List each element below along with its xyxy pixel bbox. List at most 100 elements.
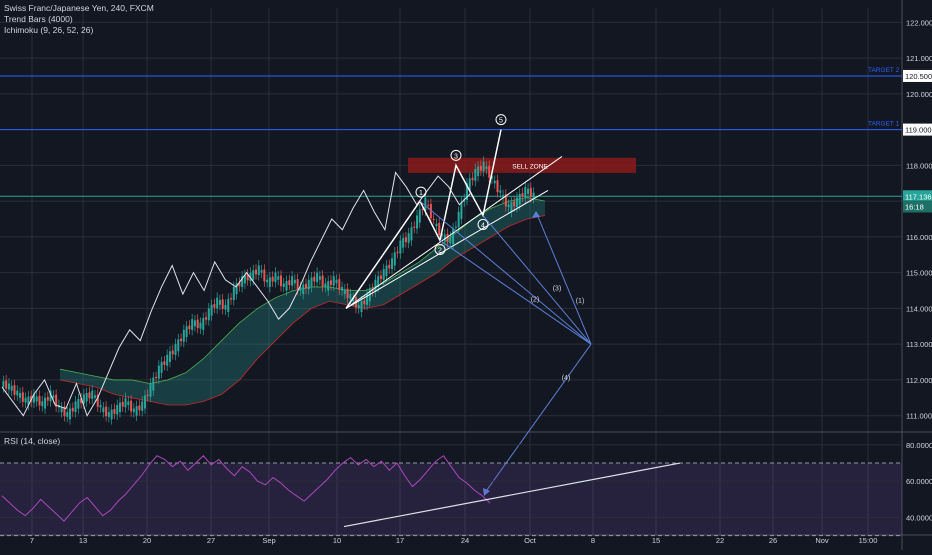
- projection-line: [482, 215, 592, 345]
- candle-body: [277, 276, 280, 280]
- candle-body: [60, 407, 63, 413]
- candle-body: [524, 186, 527, 198]
- candle-body: [407, 233, 410, 243]
- candle-body: [502, 195, 505, 198]
- x-tick-label: 20: [143, 536, 151, 545]
- price-flag-label: 119.000: [905, 126, 932, 135]
- arrow-head: [483, 488, 490, 496]
- x-tick-label: 27: [207, 536, 215, 545]
- candle-body: [124, 397, 127, 408]
- x-tick-label: 17: [396, 536, 404, 545]
- candle-body: [127, 401, 130, 405]
- trend-bars-label: Trend Bars (4000): [4, 14, 73, 24]
- candle-body: [207, 308, 210, 321]
- candle-body: [91, 390, 94, 400]
- x-tick-label: 13: [79, 536, 87, 545]
- candle-body: [13, 385, 16, 395]
- rsi-pane: [0, 444, 902, 537]
- candle-body: [382, 269, 385, 280]
- projection-line: [535, 211, 592, 345]
- candle-body: [16, 390, 19, 396]
- candle-body: [507, 204, 510, 208]
- candle-body: [88, 392, 91, 399]
- price-flag-label: 120.500: [905, 72, 932, 81]
- candle-body: [46, 397, 49, 401]
- candle-body: [149, 383, 152, 397]
- level-label: TARGET 1: [868, 121, 900, 128]
- candle-body: [107, 412, 110, 417]
- candle-body: [155, 376, 158, 379]
- candle-body: [191, 319, 194, 330]
- candle-body: [10, 385, 13, 391]
- wave-label-circle: [415, 186, 427, 198]
- sell-zone-box: [408, 157, 636, 173]
- sell-zone-layer: SELL ZONE: [408, 157, 636, 173]
- candle-body: [27, 396, 30, 405]
- candle-body: [166, 354, 169, 366]
- rsi-line: [1, 455, 491, 522]
- candle-body: [429, 203, 432, 219]
- candle-body: [482, 161, 485, 172]
- candle-body: [152, 377, 155, 391]
- white-line-layer: [1, 171, 471, 417]
- candle-body: [335, 279, 338, 284]
- candle-body: [182, 329, 185, 342]
- candle-body: [515, 197, 518, 208]
- y-tick-label: 112.000: [906, 376, 932, 385]
- candle-body: [246, 274, 249, 281]
- candle-body: [238, 282, 241, 287]
- candle-body: [205, 317, 208, 320]
- rsi-band-fill: [0, 463, 902, 536]
- candle-body: [230, 298, 233, 300]
- candle-body: [227, 298, 230, 312]
- candle-body: [291, 276, 294, 286]
- x-tick-label: 15: [652, 536, 660, 545]
- candle-body: [93, 395, 96, 398]
- candle-body: [366, 294, 369, 305]
- candle-body: [102, 407, 105, 413]
- candle-body: [296, 279, 299, 290]
- candle-body: [202, 317, 205, 330]
- candle-body: [177, 339, 180, 352]
- rsi-y-tick-label: 80.0000: [906, 441, 932, 450]
- candle-body: [274, 272, 277, 283]
- candle-body: [113, 409, 116, 414]
- candle-body: [138, 405, 141, 411]
- candle-body: [130, 400, 133, 412]
- candle-body: [210, 304, 213, 316]
- candle-body: [80, 398, 83, 404]
- candle-body: [99, 404, 102, 408]
- y-tick-label: 114.000: [906, 304, 932, 313]
- candle-body: [135, 406, 138, 416]
- x-tick-label: Sep: [262, 536, 275, 545]
- candle-body: [452, 228, 455, 245]
- sell-zone-label: SELL ZONE: [512, 163, 548, 170]
- candle-body: [143, 395, 146, 409]
- candle-body: [477, 166, 480, 177]
- candle-body: [19, 393, 22, 398]
- candle-body: [105, 406, 108, 417]
- candle-body: [121, 401, 124, 407]
- candle-body: [496, 180, 499, 193]
- candle-body: [485, 166, 488, 169]
- candle-body: [44, 397, 47, 409]
- candle-body: [257, 265, 260, 276]
- candle-body: [391, 258, 394, 270]
- candle-body: [74, 401, 77, 413]
- candle-body: [368, 289, 371, 302]
- candle-body: [266, 279, 269, 283]
- candle-body: [7, 383, 10, 390]
- candle-body: [341, 286, 344, 291]
- price-flag: [903, 200, 932, 213]
- candle-body: [493, 180, 496, 184]
- candle-body: [388, 264, 391, 269]
- candle-body: [235, 283, 238, 295]
- candle-body: [410, 227, 413, 241]
- price-flag-label: 117.136: [905, 192, 932, 201]
- candle-body: [468, 178, 471, 191]
- y-tick-label: 113.000: [906, 340, 932, 349]
- candle-body: [52, 395, 55, 398]
- candle-body: [224, 304, 227, 310]
